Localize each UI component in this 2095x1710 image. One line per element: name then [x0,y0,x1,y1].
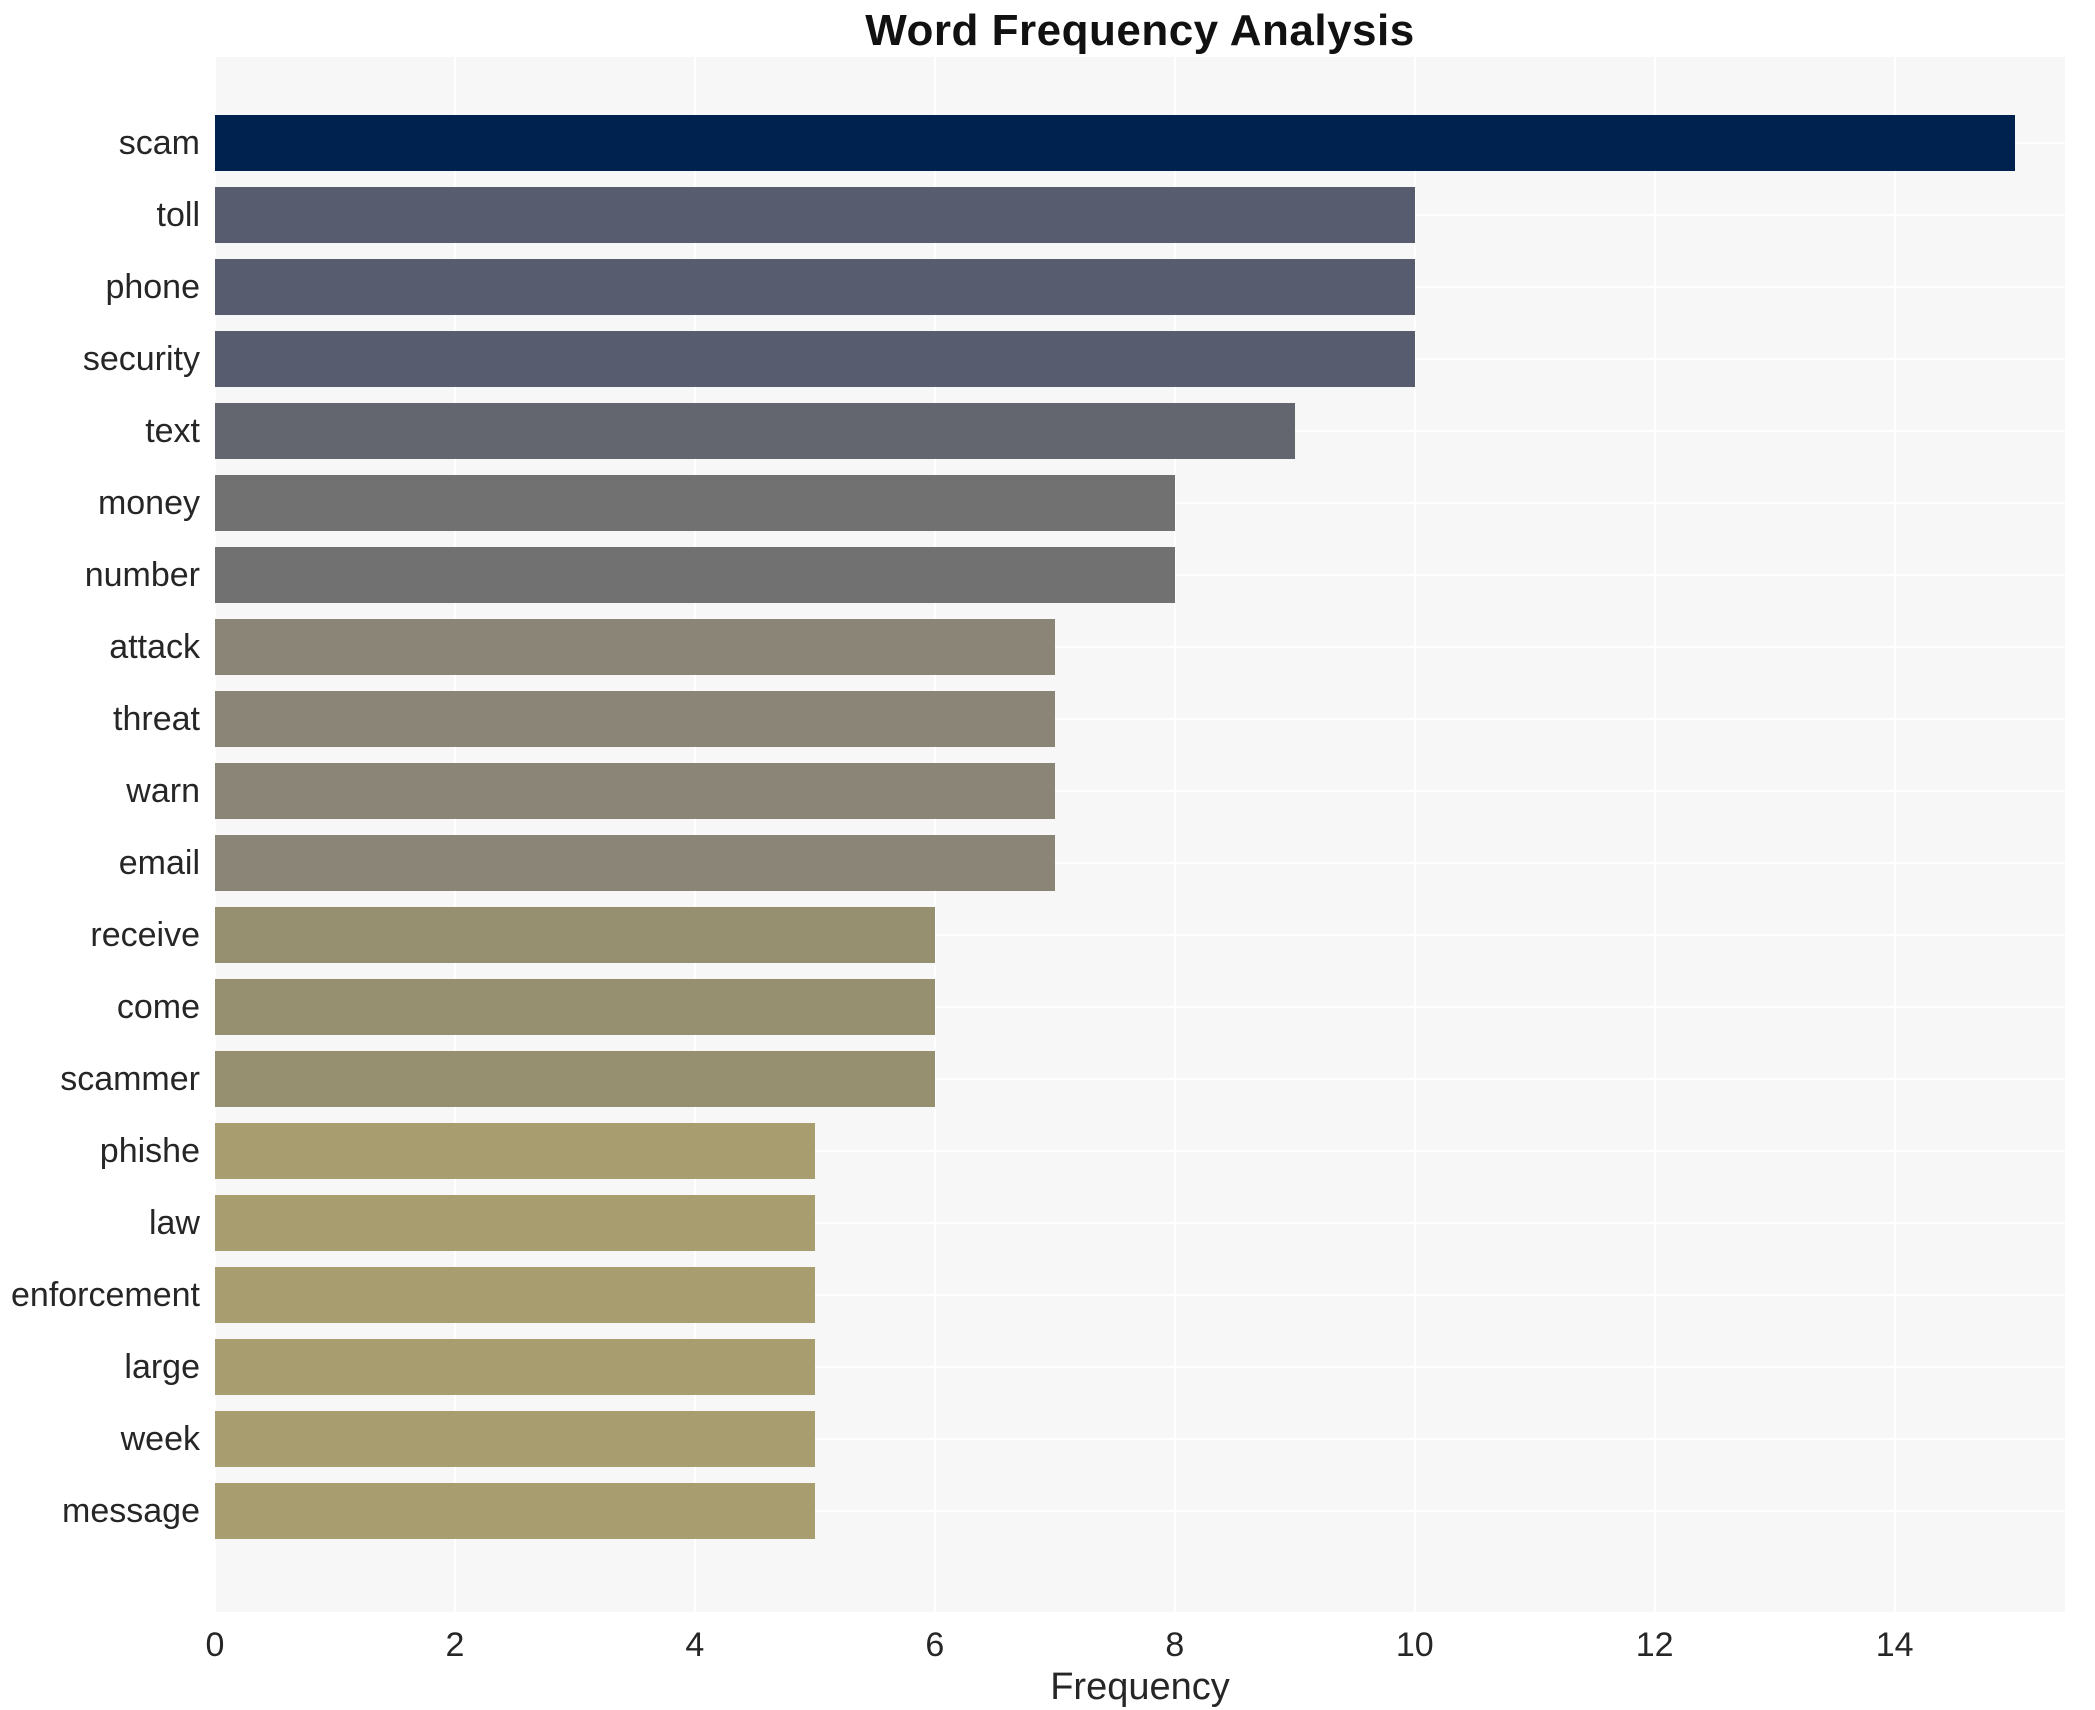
plot-area [214,57,2065,1612]
bar-security [215,331,1415,387]
bar-warn [215,763,1055,819]
category-label-week: week [120,1420,200,1458]
category-label-large: large [124,1348,200,1386]
gridline-vertical [214,57,216,1612]
gridline-horizontal [215,1222,2065,1224]
category-label-receive: receive [90,916,200,954]
category-label-text: text [145,412,200,450]
bar-come [215,979,935,1035]
category-label-number: number [84,556,200,594]
category-label-phone: phone [105,268,200,306]
chart-title: Word Frequency Analysis [865,6,1415,55]
gridline-horizontal [215,862,2065,864]
bar-text [215,403,1295,459]
bar-scammer [215,1051,935,1107]
x-axis-label: Frequency [1050,1666,1230,1708]
gridline-horizontal [215,1078,2065,1080]
gridline-horizontal [215,1510,2065,1512]
bar-law [215,1195,815,1251]
gridline-vertical [1893,57,1896,1612]
category-label-warn: warn [126,772,200,810]
bar-enforcement [215,1267,815,1323]
gridline-vertical [933,57,936,1612]
gridline-horizontal [215,1438,2065,1440]
category-label-scam: scam [118,124,200,162]
gridline-horizontal [215,646,2065,648]
x-tick-label-14: 14 [1875,1626,1914,1664]
bar-toll [215,187,1415,243]
bar-number [215,547,1175,603]
gridline-vertical [1173,57,1176,1612]
bar-message [215,1483,815,1539]
bar-large [215,1339,815,1395]
gridline-horizontal [215,1150,2065,1152]
gridline-horizontal [215,1006,2065,1008]
bar-email [215,835,1055,891]
category-label-law: law [148,1204,200,1242]
bar-money [215,475,1175,531]
x-tick-label-4: 4 [685,1626,705,1664]
gridline-horizontal [215,718,2065,720]
category-label-attack: attack [109,628,200,666]
category-label-phishe: phishe [99,1132,200,1170]
gridline-horizontal [215,1366,2065,1368]
category-label-money: money [97,484,200,522]
x-tick-label-8: 8 [1165,1626,1185,1664]
category-label-enforcement: enforcement [11,1276,200,1314]
bar-week [215,1411,815,1467]
category-label-threat: threat [113,700,200,738]
x-tick-label-2: 2 [445,1626,465,1664]
x-tick-label-0: 0 [205,1626,225,1664]
category-label-scammer: scammer [60,1060,200,1098]
category-label-toll: toll [156,196,200,234]
gridline-vertical [693,57,696,1612]
x-tick-label-6: 6 [925,1626,945,1664]
category-label-security: security [82,340,200,378]
bar-attack [215,619,1055,675]
bar-phishe [215,1123,815,1179]
x-tick-label-10: 10 [1395,1626,1434,1664]
gridline-horizontal [215,1294,2065,1296]
bar-phone [215,259,1415,315]
category-label-email: email [118,844,200,882]
category-label-come: come [116,988,200,1026]
x-tick-label-12: 12 [1635,1626,1674,1664]
gridline-vertical [453,57,456,1612]
bar-receive [215,907,935,963]
gridline-horizontal [215,934,2065,936]
gridline-vertical [1653,57,1656,1612]
bar-threat [215,691,1055,747]
gridline-horizontal [215,790,2065,792]
gridline-vertical [1413,57,1416,1612]
bar-scam [215,115,2015,171]
category-label-message: message [62,1492,200,1530]
